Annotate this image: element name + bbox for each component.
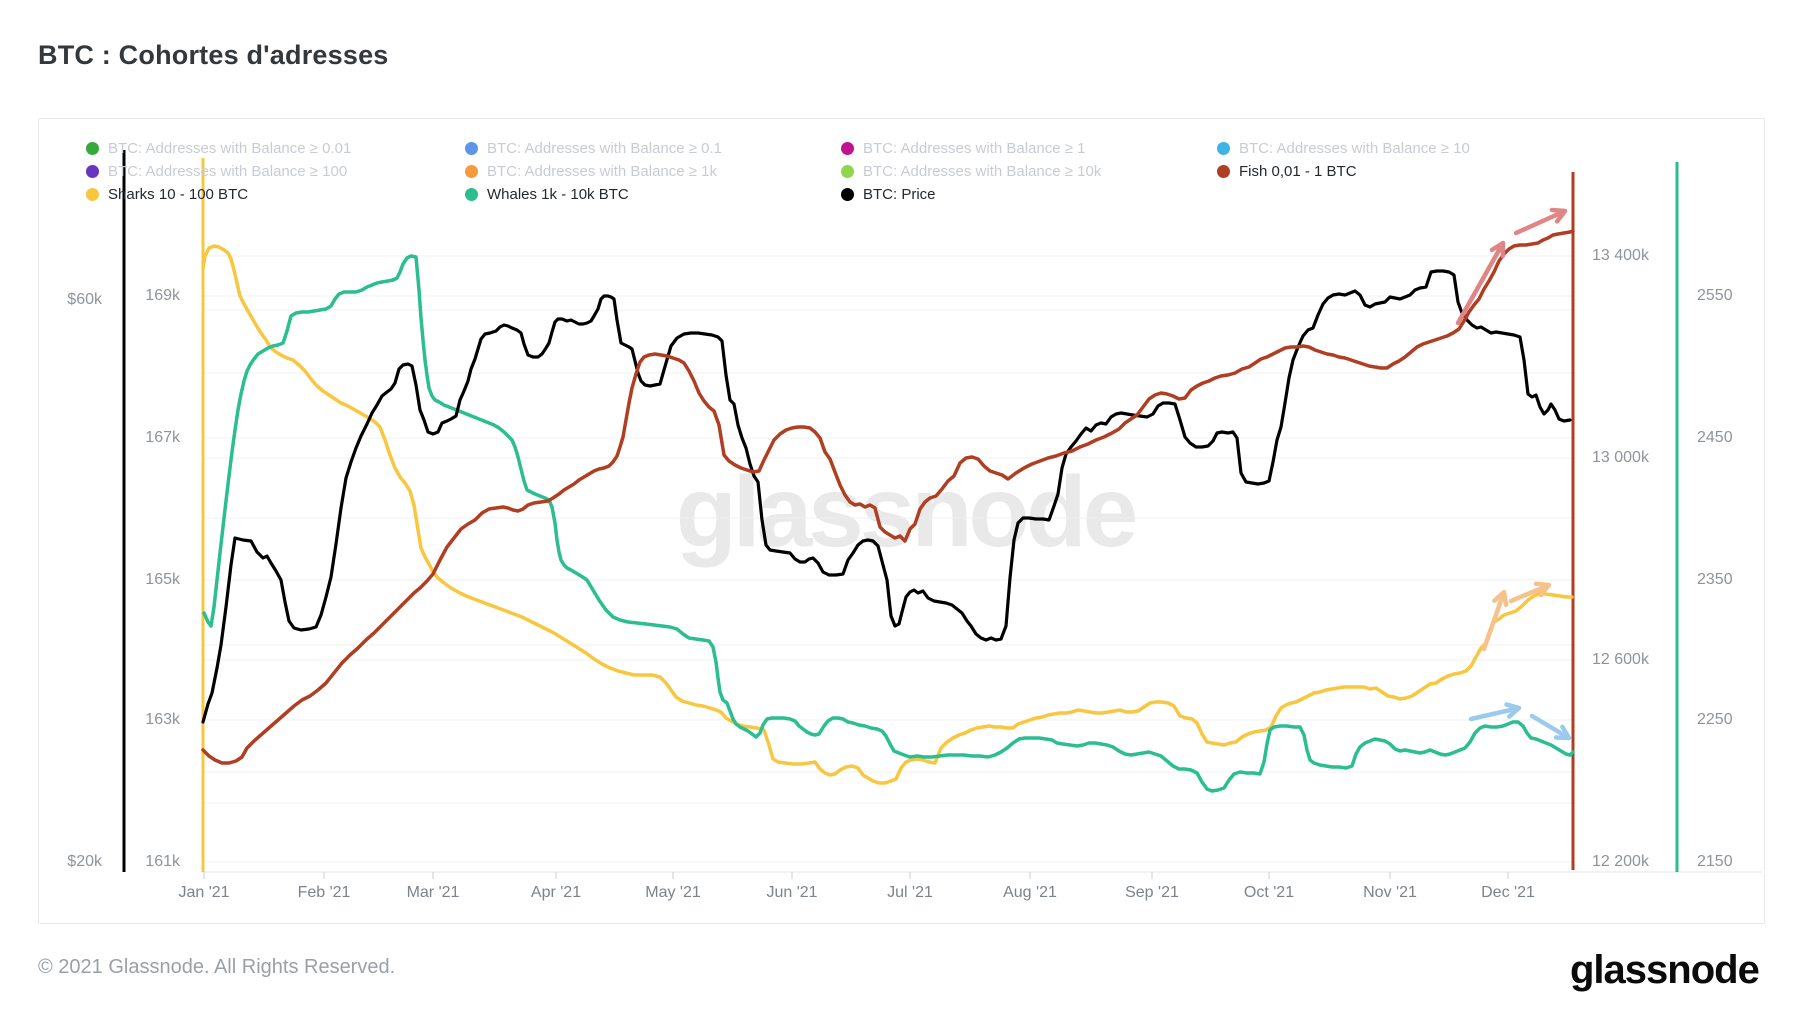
legend-item-btc-addresses-with-balance-10k[interactable]: BTC: Addresses with Balance ≥ 10k <box>841 161 1101 181</box>
legend-label: BTC: Price <box>863 185 936 203</box>
legend-label: BTC: Addresses with Balance ≥ 100 <box>108 162 348 180</box>
x-tick-label: Dec '21 <box>1481 884 1535 901</box>
legend-dot <box>841 141 854 155</box>
x-tick-label: Jun '21 <box>766 884 818 901</box>
y-tick-label-whales: 2250 <box>1697 711 1733 728</box>
x-tick-label: Feb '21 <box>297 884 351 901</box>
legend-label: Sharks 10 - 100 BTC <box>108 185 249 203</box>
legend-label: Fish 0,01 - 1 BTC <box>1239 162 1357 180</box>
legend-label: BTC: Addresses with Balance ≥ 10k <box>863 162 1102 180</box>
legend-item-btc-addresses-with-balance-10[interactable]: BTC: Addresses with Balance ≥ 10 <box>1217 138 1470 158</box>
y-tick-label-whales: 2150 <box>1697 853 1733 870</box>
y-tick-label-sharks: 163k <box>145 711 180 728</box>
legend-item-btc-addresses-with-balance-1[interactable]: BTC: Addresses with Balance ≥ 1 <box>841 138 1086 158</box>
x-tick-label: Apr '21 <box>530 884 582 901</box>
page-title: BTC : Cohortes d'adresses <box>38 40 389 70</box>
series-line-price <box>201 269 1572 724</box>
legend-dot <box>841 187 854 201</box>
copyright-text: © 2021 Glassnode. All Rights Reserved. <box>38 956 396 978</box>
y-tick-label-sharks: 167k <box>145 429 180 446</box>
legend-dot <box>465 164 478 178</box>
legend-label: BTC: Addresses with Balance ≥ 10 <box>1239 139 1470 157</box>
y-tick-label-fish: 13 400k <box>1592 247 1649 264</box>
chart-panel <box>38 118 1765 924</box>
y-tick-label-whales: 2350 <box>1697 571 1733 588</box>
sharks-trend-arrow-2 <box>1508 581 1552 604</box>
x-tick-label: Mar '21 <box>406 884 460 901</box>
y-tick-label-sharks: 161k <box>145 853 180 870</box>
legend-dot <box>86 187 99 201</box>
legend-item-fish-0-01-1-btc[interactable]: Fish 0,01 - 1 BTC <box>1217 161 1357 181</box>
legend-dot <box>86 164 99 178</box>
legend-item-btc-addresses-with-balance-1k[interactable]: BTC: Addresses with Balance ≥ 1k <box>465 161 717 181</box>
legend-dot <box>1217 141 1230 155</box>
x-tick-label: Sep '21 <box>1125 884 1179 901</box>
legend-item-whales-1k-10k-btc[interactable]: Whales 1k - 10k BTC <box>465 184 629 204</box>
y-tick-label-whales: 2550 <box>1697 287 1733 304</box>
y-tick-label-whales: 2450 <box>1697 429 1733 446</box>
legend-dot <box>86 141 99 155</box>
legend-label: BTC: Addresses with Balance ≥ 1k <box>487 162 718 180</box>
x-tick-label: Aug '21 <box>1003 884 1057 901</box>
y-tick-label-price: $60k <box>67 291 102 308</box>
series-line-whales <box>202 254 1575 793</box>
legend-item-btc-addresses-with-balance-100[interactable]: BTC: Addresses with Balance ≥ 100 <box>86 161 347 181</box>
legend-item-btc-price[interactable]: BTC: Price <box>841 184 936 204</box>
whales-trend-arrow-1 <box>1468 702 1522 722</box>
x-tick-label: Jul '21 <box>887 884 933 901</box>
series-line-sharks <box>201 244 1574 785</box>
legend-label: BTC: Addresses with Balance ≥ 1 <box>863 139 1086 157</box>
y-tick-label-sharks: 165k <box>145 571 180 588</box>
legend-item-btc-addresses-with-balance-0-01[interactable]: BTC: Addresses with Balance ≥ 0.01 <box>86 138 351 158</box>
x-tick-label: May '21 <box>645 884 701 901</box>
legend-item-btc-addresses-with-balance-0-1[interactable]: BTC: Addresses with Balance ≥ 0.1 <box>465 138 722 158</box>
y-tick-label-price: $20k <box>67 853 102 870</box>
y-tick-label-fish: 12 600k <box>1592 651 1649 668</box>
x-tick-label: Nov '21 <box>1363 884 1417 901</box>
glassnode-logo[interactable]: glassnode <box>1570 948 1760 992</box>
x-tick-label: Oct '21 <box>1243 884 1295 901</box>
fish-trend-arrow-2 <box>1513 207 1568 236</box>
sharks-trend-arrow-1 <box>1481 589 1509 652</box>
y-tick-label-fish: 12 200k <box>1592 853 1649 870</box>
legend-label: BTC: Addresses with Balance ≥ 0.1 <box>487 139 723 157</box>
legend-label: Whales 1k - 10k BTC <box>487 185 629 203</box>
whales-trend-arrow-2 <box>1529 713 1572 741</box>
legend-item-sharks-10-100-btc[interactable]: Sharks 10 - 100 BTC <box>86 184 248 204</box>
y-tick-label-sharks: 169k <box>145 287 180 304</box>
legend-label: BTC: Addresses with Balance ≥ 0.01 <box>108 139 352 157</box>
legend-dot <box>465 141 478 155</box>
legend-dot <box>1217 164 1230 178</box>
series-line-fish <box>201 229 1575 765</box>
x-tick-label: Jan '21 <box>178 884 230 901</box>
legend-dot <box>841 164 854 178</box>
fish-trend-arrow-1 <box>1455 240 1506 326</box>
legend-dot <box>465 187 478 201</box>
y-tick-label-fish: 13 000k <box>1592 449 1649 466</box>
